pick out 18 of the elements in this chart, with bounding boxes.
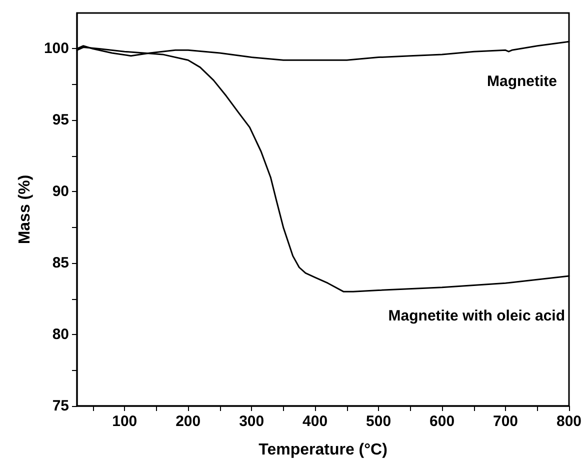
y-tick-label: 85 <box>52 254 69 272</box>
y-tick-label: 90 <box>52 183 69 200</box>
y-tick-label: 100 <box>44 40 69 58</box>
y-tick-label: 95 <box>52 112 69 129</box>
y-tick-label: 75 <box>52 398 69 414</box>
x-tick-label: 700 <box>493 413 518 430</box>
series-label: Magnetite <box>486 73 557 90</box>
series-label: Magnetite with oleic acid <box>388 307 565 324</box>
y-tick-label: 80 <box>52 326 69 344</box>
x-tick-label: 200 <box>176 413 201 430</box>
x-tick-label: 400 <box>302 413 328 430</box>
x-tick-label: 800 <box>556 413 582 430</box>
x-axis-title: Temperature (°C) <box>258 442 388 458</box>
y-axis-title: Mass (%) <box>16 174 34 244</box>
x-tick-label: 300 <box>239 413 264 430</box>
x-tick-label: 100 <box>112 413 138 430</box>
x-tick-label: 600 <box>430 413 455 430</box>
x-tick-label: 500 <box>366 413 392 430</box>
